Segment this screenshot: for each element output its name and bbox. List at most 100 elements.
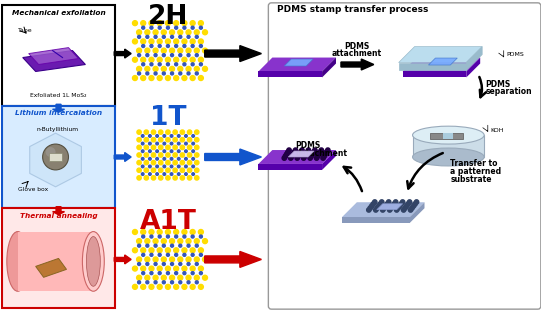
Text: Tape: Tape	[18, 28, 33, 33]
Circle shape	[179, 262, 182, 266]
Circle shape	[159, 145, 163, 149]
Circle shape	[192, 150, 194, 153]
Circle shape	[190, 21, 195, 26]
Circle shape	[150, 26, 153, 29]
Circle shape	[390, 204, 395, 208]
Circle shape	[382, 206, 387, 210]
Circle shape	[203, 275, 207, 280]
Circle shape	[397, 204, 402, 208]
Circle shape	[187, 54, 190, 57]
Circle shape	[156, 150, 159, 153]
Circle shape	[141, 248, 146, 253]
Circle shape	[194, 176, 199, 180]
Circle shape	[166, 57, 171, 62]
Circle shape	[162, 281, 165, 284]
Text: Exfoliated 1L MoS₂: Exfoliated 1L MoS₂	[30, 93, 87, 98]
Polygon shape	[377, 204, 402, 210]
Circle shape	[158, 26, 161, 29]
Polygon shape	[466, 46, 482, 71]
Circle shape	[182, 76, 187, 80]
Circle shape	[149, 39, 154, 44]
Circle shape	[149, 76, 154, 80]
Circle shape	[158, 272, 161, 275]
Circle shape	[137, 281, 141, 284]
Circle shape	[146, 72, 149, 75]
Circle shape	[171, 173, 173, 175]
Circle shape	[162, 35, 165, 38]
Circle shape	[137, 145, 141, 149]
Circle shape	[414, 200, 419, 204]
Circle shape	[132, 230, 137, 234]
Circle shape	[173, 168, 178, 173]
Circle shape	[161, 239, 166, 244]
Circle shape	[151, 153, 156, 157]
Circle shape	[199, 26, 203, 29]
Circle shape	[174, 21, 179, 26]
Circle shape	[183, 26, 186, 29]
Circle shape	[175, 45, 178, 47]
Circle shape	[46, 147, 55, 157]
Circle shape	[154, 262, 157, 266]
Circle shape	[174, 285, 179, 289]
Circle shape	[185, 150, 187, 153]
Circle shape	[317, 152, 321, 156]
Circle shape	[198, 285, 204, 289]
Circle shape	[173, 130, 178, 134]
Circle shape	[166, 176, 170, 180]
Circle shape	[173, 145, 178, 149]
Circle shape	[191, 26, 194, 29]
Circle shape	[163, 150, 166, 153]
Circle shape	[141, 150, 144, 153]
Circle shape	[291, 152, 295, 156]
Circle shape	[406, 202, 411, 206]
Circle shape	[198, 39, 204, 44]
Circle shape	[183, 235, 186, 238]
Circle shape	[194, 130, 199, 134]
Circle shape	[132, 57, 137, 62]
Circle shape	[151, 145, 156, 149]
Circle shape	[372, 200, 377, 204]
Circle shape	[150, 63, 153, 66]
Circle shape	[132, 285, 137, 289]
Circle shape	[137, 72, 141, 75]
Circle shape	[169, 257, 174, 262]
Circle shape	[187, 160, 192, 165]
Ellipse shape	[86, 236, 100, 286]
Circle shape	[175, 253, 178, 256]
Circle shape	[156, 165, 159, 168]
Circle shape	[167, 26, 169, 29]
Circle shape	[151, 160, 156, 165]
Text: PDMS: PDMS	[506, 52, 524, 57]
Polygon shape	[205, 149, 261, 165]
Circle shape	[182, 230, 187, 234]
Polygon shape	[428, 58, 457, 65]
Circle shape	[179, 54, 182, 57]
Circle shape	[162, 54, 165, 57]
Circle shape	[199, 63, 203, 66]
Text: PDMS: PDMS	[485, 80, 510, 89]
Circle shape	[161, 66, 166, 71]
Text: 1T: 1T	[150, 105, 186, 131]
Circle shape	[401, 208, 406, 212]
Circle shape	[142, 253, 144, 256]
Circle shape	[187, 168, 192, 173]
Circle shape	[187, 153, 192, 157]
Circle shape	[178, 165, 180, 168]
Circle shape	[149, 248, 154, 253]
Circle shape	[163, 173, 166, 175]
Polygon shape	[431, 133, 463, 139]
Polygon shape	[114, 153, 131, 162]
Ellipse shape	[7, 232, 29, 291]
Circle shape	[166, 168, 170, 173]
Circle shape	[137, 138, 141, 142]
Circle shape	[149, 173, 151, 175]
Circle shape	[151, 176, 156, 180]
Polygon shape	[341, 59, 374, 70]
Circle shape	[183, 63, 186, 66]
Circle shape	[166, 130, 170, 134]
Circle shape	[325, 150, 329, 154]
Circle shape	[162, 244, 165, 247]
Polygon shape	[258, 71, 322, 77]
Circle shape	[180, 153, 185, 157]
Circle shape	[156, 135, 159, 137]
